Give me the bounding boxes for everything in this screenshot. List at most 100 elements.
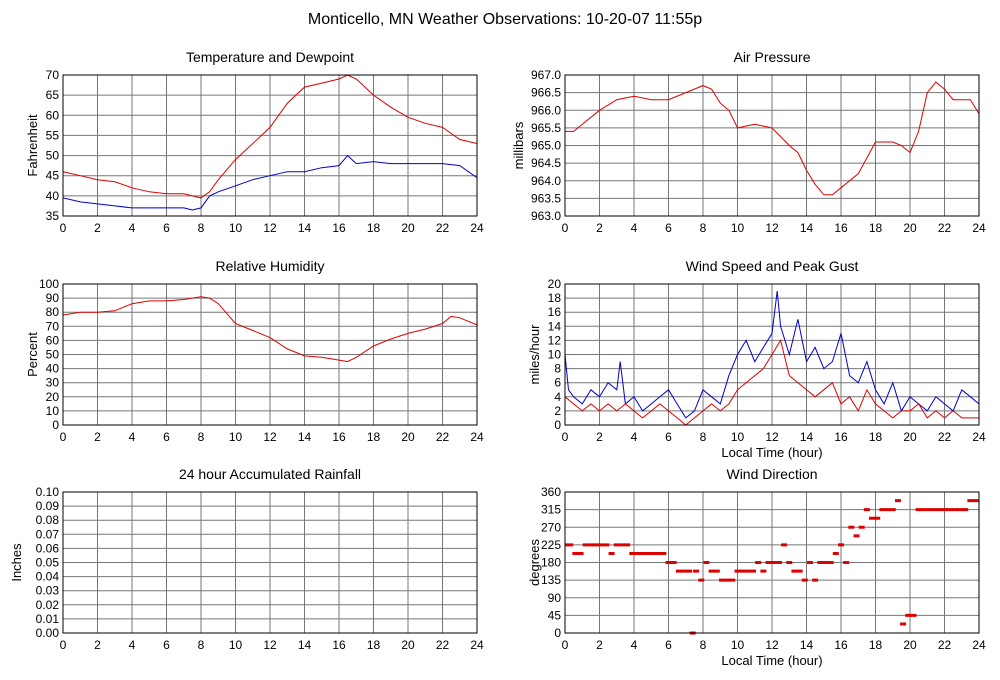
wind-direction-xtick-label: 0 bbox=[562, 638, 569, 652]
air-pressure-ytick-label: 965.0 bbox=[531, 139, 561, 153]
wind-direction-title: Wind Direction bbox=[726, 466, 817, 482]
wind-direction-point bbox=[931, 508, 938, 512]
wind-speed-and-peak-gust-xtick-label: 20 bbox=[903, 430, 917, 444]
wind-speed-and-peak-gust-xtick-label: 2 bbox=[596, 430, 603, 444]
air-pressure-ytick-label: 965.5 bbox=[531, 121, 561, 135]
wind-speed-and-peak-gust-ytick-label: 4 bbox=[554, 390, 561, 404]
relative-humidity-xtick-label: 14 bbox=[298, 430, 312, 444]
air-pressure-ytick-label: 963.5 bbox=[531, 191, 561, 205]
relative-humidity-ytick-label: 100 bbox=[39, 277, 59, 291]
relative-humidity-ytick-label: 20 bbox=[46, 390, 60, 404]
wind-direction-point bbox=[920, 508, 927, 512]
wind-direction-point bbox=[869, 516, 876, 520]
wind-direction-xtick-label: 14 bbox=[800, 638, 814, 652]
air-pressure-series-line-0 bbox=[565, 81, 979, 196]
relative-humidity-series-line-0 bbox=[63, 296, 477, 363]
wind-direction-point bbox=[905, 613, 912, 617]
temperature-and-dewpoint-ytick-label: 35 bbox=[46, 209, 60, 223]
temperature-and-dewpoint-series-line-0 bbox=[63, 74, 477, 199]
temperature-and-dewpoint-xtick-label: 8 bbox=[198, 221, 205, 235]
wind-direction-point bbox=[967, 499, 974, 503]
temperature-and-dewpoint-series-line-1 bbox=[63, 154, 477, 211]
wind-direction-point bbox=[874, 516, 881, 520]
wind-speed-and-peak-gust-ytick-label: 14 bbox=[548, 319, 562, 333]
temperature-and-dewpoint-ytick-label: 45 bbox=[46, 169, 60, 183]
relative-humidity-title: Relative Humidity bbox=[216, 258, 325, 274]
wind-direction-ytick-label: 315 bbox=[541, 503, 561, 517]
wind-direction-point bbox=[598, 543, 605, 547]
wind-speed-and-peak-gust-ytick-label: 18 bbox=[548, 291, 562, 305]
wind-speed-and-peak-gust-ytick-label: 12 bbox=[548, 333, 562, 347]
temperature-and-dewpoint-ytick-label: 50 bbox=[46, 149, 60, 163]
24-hour-accumulated-rainfall-ytick-label: 0.08 bbox=[36, 513, 60, 527]
wind-direction-point bbox=[817, 561, 824, 564]
wind-speed-and-peak-gust-ylabel: miles/hour bbox=[527, 324, 542, 385]
wind-direction-xtick-label: 20 bbox=[903, 638, 917, 652]
wind-direction-xtick-label: 4 bbox=[631, 638, 638, 652]
air-pressure-ytick-label: 967.0 bbox=[531, 68, 561, 82]
relative-humidity-ytick-label: 50 bbox=[46, 348, 60, 362]
wind-speed-and-peak-gust-title: Wind Speed and Peak Gust bbox=[686, 258, 859, 274]
wind-direction-point bbox=[765, 561, 772, 564]
relative-humidity-xtick-label: 12 bbox=[263, 430, 277, 444]
wind-direction-point bbox=[781, 543, 788, 547]
wind-direction-point bbox=[791, 569, 798, 573]
wind-direction-point bbox=[884, 508, 891, 512]
wind-direction-point bbox=[618, 543, 625, 547]
wind-speed-and-peak-gust-series-line-0 bbox=[565, 291, 979, 419]
temperature-and-dewpoint-ytick-label: 40 bbox=[46, 189, 60, 203]
wind-direction-point bbox=[972, 499, 979, 503]
wind-direction-point bbox=[812, 578, 819, 582]
relative-humidity-xtick-label: 22 bbox=[436, 430, 450, 444]
wind-speed-and-peak-gust-ytick-label: 2 bbox=[554, 404, 561, 418]
wind-direction-point bbox=[567, 543, 574, 547]
wind-direction-ylabel: degrees bbox=[527, 539, 542, 586]
air-pressure-xtick-label: 18 bbox=[869, 221, 883, 235]
air-pressure-xtick-label: 12 bbox=[765, 221, 779, 235]
wind-direction-point bbox=[786, 561, 793, 564]
relative-humidity-xtick-label: 16 bbox=[332, 430, 346, 444]
wind-direction-point bbox=[698, 578, 705, 582]
relative-humidity-ytick-label: 70 bbox=[46, 319, 60, 333]
wind-speed-and-peak-gust-series-line-1 bbox=[565, 339, 979, 426]
wind-speed-and-peak-gust-xtick-label: 24 bbox=[972, 430, 986, 444]
wind-speed-and-peak-gust-ytick-label: 0 bbox=[554, 418, 561, 432]
24-hour-accumulated-rainfall-ylabel: Inches bbox=[9, 543, 24, 582]
24-hour-accumulated-rainfall-xtick-label: 6 bbox=[163, 638, 170, 652]
temperature-and-dewpoint-title: Temperature and Dewpoint bbox=[186, 49, 354, 65]
air-pressure-ylabel: millibars bbox=[511, 121, 526, 169]
24-hour-accumulated-rainfall-xtick-label: 22 bbox=[436, 638, 450, 652]
wind-speed-and-peak-gust-xtick-label: 6 bbox=[665, 430, 672, 444]
24-hour-accumulated-rainfall-title: 24 hour Accumulated Rainfall bbox=[179, 466, 361, 482]
wind-speed-and-peak-gust-xtick-label: 18 bbox=[869, 430, 883, 444]
air-pressure-xtick-label: 6 bbox=[665, 221, 672, 235]
wind-direction-point bbox=[603, 543, 610, 547]
wind-direction-point bbox=[675, 569, 682, 573]
wind-direction-xtick-label: 12 bbox=[765, 638, 779, 652]
wind-direction-point bbox=[796, 569, 803, 573]
wind-speed-and-peak-gust-xtick-label: 12 bbox=[765, 430, 779, 444]
wind-direction-xtick-label: 2 bbox=[596, 638, 603, 652]
relative-humidity-frame bbox=[62, 283, 478, 426]
air-pressure-xtick-label: 20 bbox=[903, 221, 917, 235]
wind-direction-point bbox=[572, 551, 579, 555]
air-pressure-xtick-label: 4 bbox=[631, 221, 638, 235]
wind-direction-point bbox=[770, 561, 777, 564]
wind-direction-point bbox=[863, 508, 870, 512]
wind-speed-and-peak-gust-xtick-label: 4 bbox=[631, 430, 638, 444]
wind-direction-point bbox=[910, 613, 917, 617]
temperature-and-dewpoint-xtick-label: 0 bbox=[60, 221, 67, 235]
temperature-and-dewpoint-xtick-label: 4 bbox=[129, 221, 136, 235]
air-pressure-ytick-label: 964.0 bbox=[531, 174, 561, 188]
24-hour-accumulated-rainfall-ytick-label: 0.07 bbox=[36, 527, 60, 541]
wind-direction-point bbox=[853, 534, 860, 538]
temperature-and-dewpoint-xtick-label: 10 bbox=[229, 221, 243, 235]
air-pressure-ytick-label: 966.0 bbox=[531, 103, 561, 117]
air-pressure-ytick-label: 963.0 bbox=[531, 209, 561, 223]
wind-direction-point bbox=[879, 508, 886, 512]
temperature-and-dewpoint-frame bbox=[62, 74, 478, 217]
relative-humidity-xtick-label: 4 bbox=[129, 430, 136, 444]
wind-direction-point bbox=[629, 551, 636, 555]
